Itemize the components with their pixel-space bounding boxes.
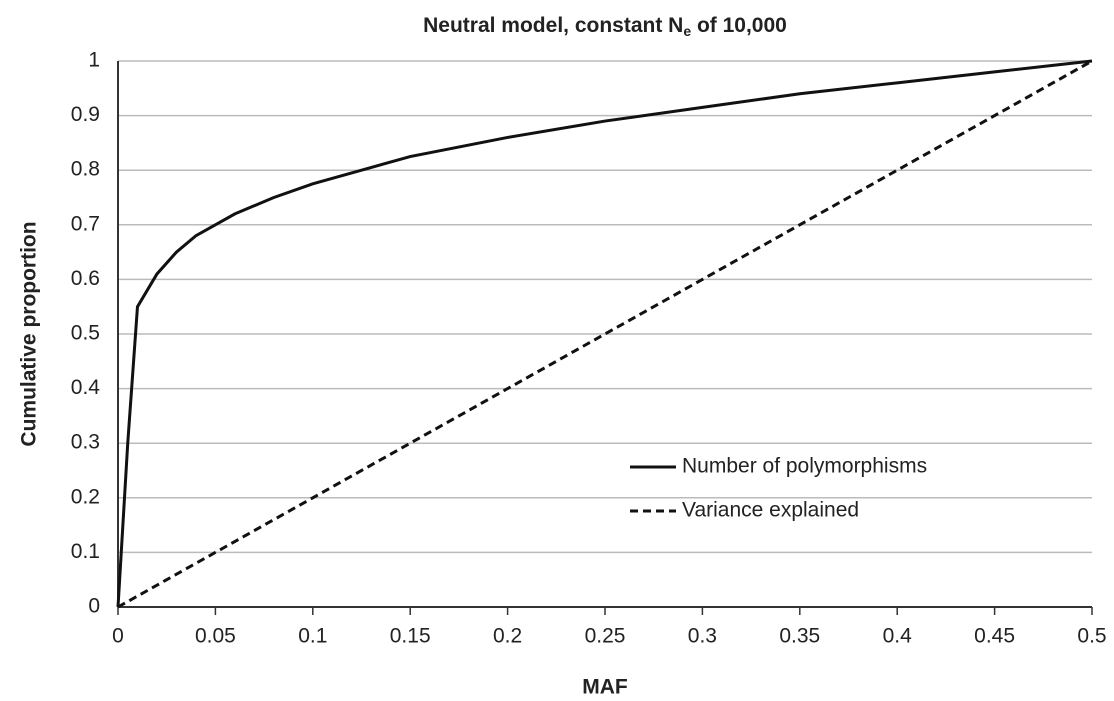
y-tick-label: 0.9: [71, 103, 100, 126]
y-tick-label: 1: [88, 49, 100, 72]
line-series: [116, 59, 1093, 608]
x-tick-label: 0.2: [493, 625, 522, 648]
y-tick-label: 0.2: [71, 485, 100, 508]
y-tick-label: 0.1: [71, 540, 100, 563]
y-axis-label: Cumulative proportion: [18, 221, 41, 446]
legend-label: Variance explained: [682, 499, 859, 522]
x-axis-label: MAF: [582, 676, 628, 699]
y-tick-label: 0.4: [71, 376, 101, 399]
y-tick-label: 0.3: [71, 431, 100, 454]
legend-label: Number of polymorphisms: [682, 455, 927, 478]
chart-title: Neutral model, constant Ne of 10,000: [423, 14, 787, 39]
x-tick-label: 0.35: [779, 625, 820, 648]
y-tick-label: 0.7: [71, 212, 100, 235]
x-tick-label: 0.4: [883, 625, 913, 648]
x-tick-label: 0.45: [974, 625, 1015, 648]
y-tick-label: 0.5: [71, 322, 100, 345]
y-tick-label: 0: [88, 595, 100, 618]
x-tick-label: 0.15: [390, 625, 431, 648]
y-tick-label: 0.8: [71, 158, 100, 181]
y-tick-label: 0.6: [71, 267, 100, 290]
line-series: [117, 59, 1093, 609]
x-tick-label: 0.05: [195, 625, 236, 648]
x-tick-label: 0: [112, 625, 124, 648]
x-tick-label: 0.1: [298, 625, 327, 648]
x-tick-label: 0.5: [1077, 625, 1106, 648]
x-tick-label: 0.3: [688, 625, 717, 648]
x-tick-label: 0.25: [585, 625, 626, 648]
